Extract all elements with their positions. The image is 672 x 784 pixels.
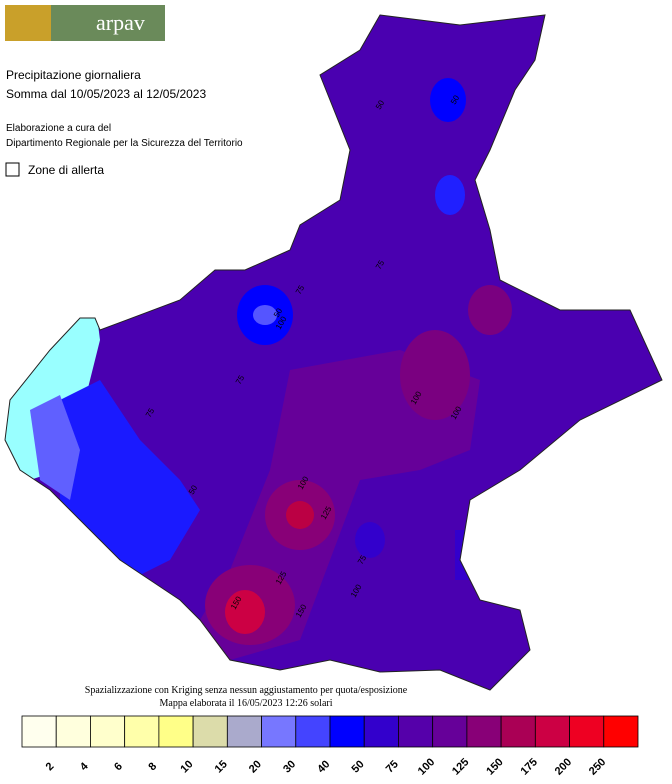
legend-swatch	[398, 715, 434, 748]
legend-swatch	[603, 715, 639, 748]
legend-label: 75	[384, 758, 401, 775]
map-zone	[5, 15, 662, 690]
map-zone	[455, 530, 470, 580]
footer-note: Spazializzazione con Kriging senza nessu…	[85, 685, 408, 696]
footer-note: Mappa elaborata il 16/05/2023 12:26 sola…	[159, 698, 332, 709]
legend-swatch	[329, 715, 365, 748]
credit: Elaborazione a cura del	[6, 123, 111, 134]
map-zone	[355, 522, 385, 558]
legend-label: 4	[78, 760, 91, 773]
legend-swatch	[569, 715, 605, 748]
credit: Dipartimento Regionale per la Sicurezza …	[6, 138, 243, 149]
legend-label: 50	[350, 758, 367, 775]
checkbox[interactable]	[5, 162, 20, 177]
legend-swatch	[192, 715, 228, 748]
title: Precipitazione giornaliera	[6, 68, 141, 82]
legend-label: 150	[484, 756, 505, 777]
map-zone	[30, 395, 80, 500]
legend: 2 4 6 8 10 15 20 30 40 50 75 100 125 150 175 200 250	[21, 715, 639, 778]
legend-swatch	[432, 715, 468, 748]
subtitle: Somma dal 10/05/2023 al 12/05/2023	[6, 87, 206, 101]
legend-swatch	[466, 715, 502, 748]
legend-label: 15	[213, 758, 230, 775]
legend-label: 30	[281, 758, 298, 775]
legend-label: 8	[146, 760, 159, 773]
legend-label: 200	[553, 756, 574, 777]
map	[5, 15, 662, 690]
legend-label: 125	[450, 756, 471, 777]
legend-label: 10	[178, 758, 195, 775]
legend-swatch	[534, 715, 570, 748]
map-zone	[400, 330, 470, 420]
legend-label: 175	[518, 756, 539, 777]
map-zone	[60, 380, 200, 580]
map-zone	[435, 175, 465, 215]
checkbox-label[interactable]: Zone di allerta	[28, 163, 104, 177]
legend-swatch	[124, 715, 160, 748]
legend-swatch	[90, 715, 126, 748]
legend-swatch	[363, 715, 399, 748]
legend-swatch	[55, 715, 91, 748]
map-zone	[468, 285, 512, 335]
legend-swatch	[158, 715, 194, 748]
legend-swatch	[295, 715, 331, 748]
legend-label: 40	[315, 758, 332, 775]
legend-label: 2	[44, 760, 57, 773]
legend-swatch	[500, 715, 536, 748]
legend-label: 250	[587, 756, 608, 777]
logo-text: arpav	[96, 10, 145, 35]
legend-label: 6	[112, 760, 125, 773]
legend-swatch	[226, 715, 262, 748]
map-zone	[253, 305, 277, 325]
legend-swatch	[261, 715, 297, 748]
map-zone	[430, 78, 466, 122]
legend-label: 100	[416, 756, 437, 777]
legend-label: 20	[247, 758, 264, 775]
map-zone	[286, 501, 314, 529]
legend-swatch	[21, 715, 57, 748]
logo-lion	[5, 5, 51, 41]
map-zone	[225, 590, 265, 634]
